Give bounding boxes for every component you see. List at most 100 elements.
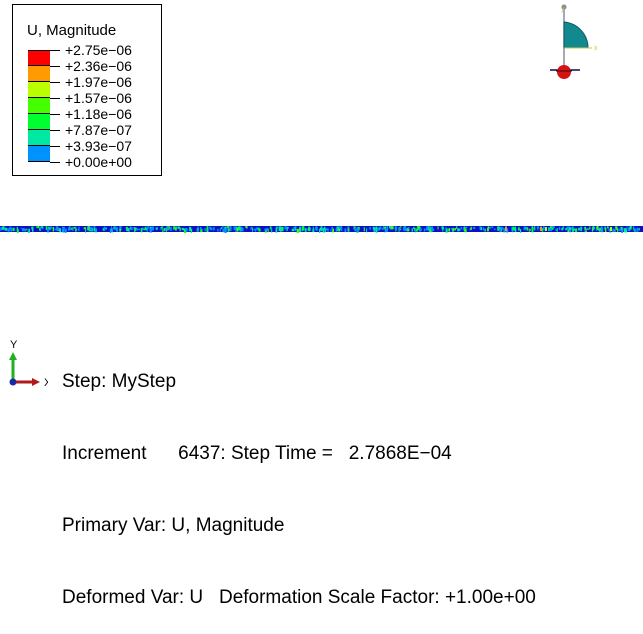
mesh-speckle — [191, 228, 193, 233]
mesh-speckle — [116, 227, 119, 232]
mesh-speckle — [426, 226, 429, 231]
mesh-speckle — [224, 226, 227, 230]
mesh-speckle — [281, 228, 283, 232]
mesh-speckle — [419, 228, 422, 232]
coordinate-axis-triad: Y X — [9, 339, 48, 388]
mesh-speckle — [181, 227, 184, 230]
mesh-speckle — [353, 226, 355, 230]
mesh-speckle — [531, 226, 534, 230]
mesh-speckle — [102, 228, 105, 231]
mesh-speckle — [256, 227, 259, 231]
mesh-speckle — [279, 226, 281, 229]
mesh-speckle — [52, 227, 55, 232]
mesh-speckle — [470, 227, 472, 231]
mesh-speckle — [264, 228, 267, 233]
mesh-speckle — [407, 227, 410, 229]
mesh-speckle — [114, 226, 116, 231]
mesh-speckle — [489, 226, 491, 229]
mesh-speckle — [550, 226, 552, 229]
mesh-speckle — [624, 228, 626, 233]
mesh-speckle — [210, 227, 213, 231]
mesh-speckle — [62, 226, 63, 229]
mesh-speckle — [566, 226, 568, 230]
mesh-speckle — [175, 227, 177, 231]
deformed-variable: Deformed Var: U Deformation Scale Factor… — [62, 587, 536, 608]
mesh-speckle — [534, 226, 536, 231]
mesh-speckle — [49, 226, 52, 229]
legend-swatch — [28, 130, 50, 146]
primary-variable: Primary Var: U, Magnitude — [62, 515, 285, 536]
mesh-hotspot — [610, 227, 612, 231]
mesh-speckle — [89, 226, 93, 231]
mesh-hotspot — [545, 227, 547, 231]
mesh-speckle — [427, 226, 430, 231]
mesh-speckle — [336, 226, 338, 229]
mesh-speckle — [407, 228, 410, 232]
mesh-speckle — [537, 226, 540, 229]
mesh-speckle — [617, 228, 619, 233]
mesh-speckle — [161, 226, 164, 228]
mesh-speckle — [40, 227, 42, 230]
mesh-speckle — [413, 226, 415, 229]
mesh-speckle — [596, 226, 599, 230]
mesh-speckle — [571, 227, 574, 230]
mesh-speckle — [498, 227, 501, 229]
mesh-speckle — [414, 227, 415, 231]
mesh-speckle — [88, 228, 91, 232]
mesh-speckle — [70, 227, 73, 229]
mesh-speckle — [395, 227, 398, 230]
mesh-speckle — [552, 226, 555, 228]
mesh-speckle — [281, 227, 283, 230]
mesh-strip[interactable] — [0, 225, 643, 233]
mesh-speckle — [430, 228, 433, 233]
mesh-speckle — [511, 228, 514, 233]
mesh-speckle — [296, 228, 299, 233]
mesh-speckle — [197, 226, 199, 230]
mesh-speckle — [356, 228, 359, 233]
mesh-speckle — [47, 228, 49, 233]
mesh-speckle — [138, 228, 141, 231]
mesh-speckle — [462, 227, 464, 231]
mesh-speckle — [378, 227, 380, 230]
mesh-speckle — [2, 226, 4, 230]
mesh-speckle — [448, 228, 451, 231]
mesh-speckle — [55, 226, 58, 231]
mesh-speckle — [183, 228, 185, 231]
mesh-speckle — [607, 226, 609, 229]
mesh-speckle — [111, 226, 112, 230]
mesh-speckle — [573, 228, 576, 231]
mesh-speckle — [383, 226, 385, 229]
mesh-speckle — [75, 227, 77, 232]
triad-y-label: y — [561, 6, 565, 13]
mesh-speckle — [233, 226, 235, 231]
mesh-speckle — [304, 228, 307, 232]
mesh-speckle — [442, 228, 444, 232]
mesh-speckle — [344, 228, 347, 233]
mesh-speckle — [286, 226, 288, 231]
mesh-speckle — [526, 228, 528, 231]
mesh-speckle — [465, 228, 467, 233]
mesh-speckle — [551, 227, 554, 230]
mesh-speckle — [612, 228, 614, 233]
mesh-speckle — [320, 226, 323, 231]
mesh-speckle — [505, 228, 509, 233]
mesh-speckle — [24, 229, 26, 231]
mesh-speckle — [279, 227, 281, 231]
mesh-speckle — [457, 228, 460, 232]
mesh-speckle — [258, 228, 261, 232]
legend-tick — [50, 114, 60, 115]
mesh-speckle — [512, 226, 515, 231]
axis-y-label: Y — [10, 339, 18, 351]
mesh-speckle — [142, 227, 144, 230]
mesh-speckle — [62, 228, 65, 233]
mesh-speckle — [456, 226, 458, 229]
mesh-speckle — [625, 228, 628, 233]
mesh-speckle — [310, 228, 312, 230]
mesh-speckle — [331, 226, 333, 230]
mesh-speckle — [347, 226, 350, 229]
mesh-speckle — [501, 228, 502, 232]
mesh-speckle — [399, 226, 401, 229]
mesh-speckle — [0, 227, 2, 231]
mesh-speckle — [134, 227, 137, 231]
mesh-speckle — [196, 228, 199, 232]
